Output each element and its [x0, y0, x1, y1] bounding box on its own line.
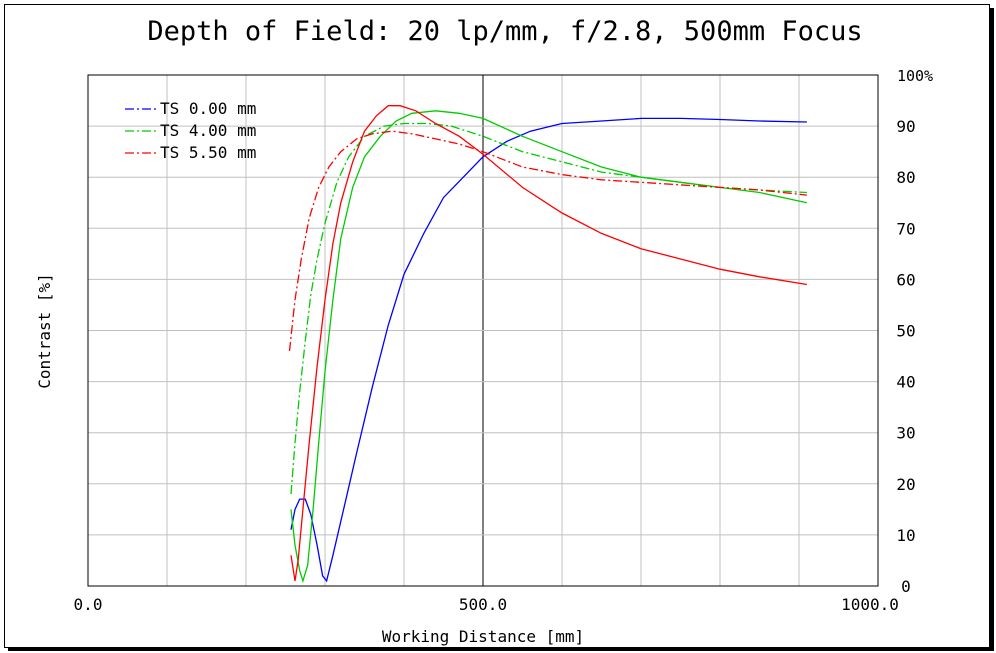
x-tick-label: 0.0: [74, 595, 103, 614]
y-tick-label: 20: [896, 475, 915, 494]
legend: TS 0.00 mm TS 4.00 mm TS 5.50 mm: [125, 99, 256, 162]
y-tick-label: 10: [896, 526, 915, 545]
y-tick-label: 0: [901, 577, 911, 596]
frame-shadow-right: [990, 8, 994, 651]
x-tick-label: 1000.0: [841, 595, 899, 614]
y-axis-label: Contrast [%]: [35, 273, 54, 389]
y-tick-label: 40: [896, 373, 915, 392]
y-tick-label: 50: [896, 322, 915, 341]
chart-frame: [4, 4, 990, 648]
chart-title: Depth of Field: 20 lp/mm, f/2.8, 500mm F…: [147, 16, 862, 47]
legend-label: TS 0.00 mm: [160, 99, 256, 118]
x-tick-label: 500.0: [459, 595, 507, 614]
series-line-ts-4-00-mm-dashdot: [290, 122, 807, 495]
y-tick-label: 60: [896, 270, 915, 289]
grid-layer: [88, 75, 878, 586]
frame-shadow-bottom: [8, 648, 994, 651]
legend-label: TS 5.50 mm: [160, 143, 256, 162]
series-line-ts-0-00-mm: [290, 117, 807, 583]
y-tick-label: 100%: [897, 67, 933, 85]
y-tick-label: 70: [896, 219, 915, 238]
plot-area-border: [87, 74, 879, 587]
series-layer: [288, 105, 808, 584]
x-axis-label: Working Distance [mm]: [382, 627, 584, 646]
y-tick-label: 30: [896, 424, 915, 443]
series-line-ts-4-00-mm: [290, 110, 808, 584]
y-tick-label: 90: [896, 117, 915, 136]
legend-label: TS 4.00 mm: [160, 121, 256, 140]
series-line-ts-5-50-mm: [290, 105, 808, 582]
series-line-ts-5-50-mm-dashdot: [288, 130, 807, 351]
y-tick-label: 80: [896, 168, 915, 187]
tick-labels: 0 10 20 30 40 50 60 70 80 90 100% 0.0 500.0 1000.0: [74, 67, 934, 614]
